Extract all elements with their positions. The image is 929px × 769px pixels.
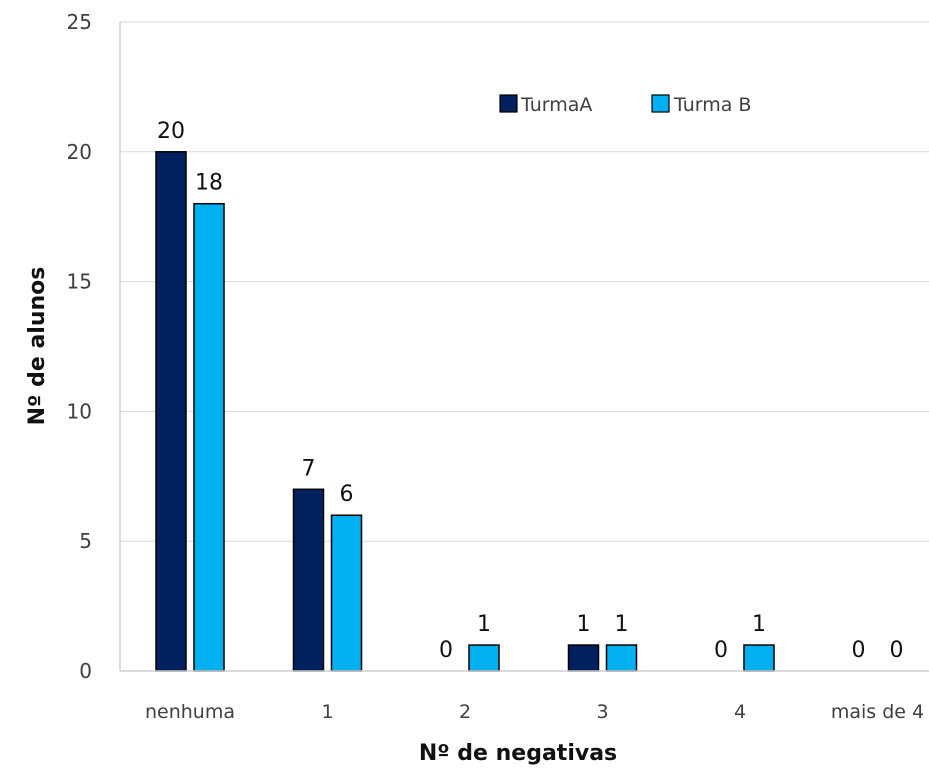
x-tick-label: 1	[321, 701, 333, 723]
legend-swatch-turma-a	[499, 94, 518, 113]
legend-label-turma-a: TurmaA	[520, 94, 592, 116]
data-label-turma-a: 0	[439, 638, 453, 663]
y-tick-label: 10	[67, 399, 92, 423]
bar-turma-a	[567, 644, 600, 672]
legend-swatch-turma-b	[651, 94, 670, 113]
y-tick-labels: 0 5 10 15 20 25	[67, 10, 92, 683]
data-label-turma-b: 0	[890, 638, 904, 663]
y-tick-label: 0	[79, 659, 92, 683]
x-tick-label: 4	[734, 701, 746, 723]
data-label-turma-a: 0	[714, 638, 728, 663]
legend: TurmaA Turma B	[499, 94, 751, 116]
x-tick-label: 2	[459, 701, 471, 723]
bar-turma-b	[468, 644, 500, 672]
y-tick-label: 25	[67, 10, 92, 34]
y-axis-title: Nº de alunos	[25, 267, 50, 426]
bar-turma-b	[743, 644, 775, 672]
data-label-turma-b: 18	[195, 171, 223, 196]
bar-turma-b	[193, 202, 225, 672]
data-label-turma-b: 1	[615, 612, 629, 637]
x-tick-label: nenhuma	[145, 701, 235, 723]
legend-label-turma-b: Turma B	[673, 94, 751, 116]
bar-turma-a	[155, 151, 187, 672]
y-tick-label: 15	[67, 270, 92, 294]
x-tick-label: mais de 4	[831, 701, 924, 723]
x-axis-title: Nº de negativas	[419, 741, 617, 766]
data-label-turma-b: 6	[340, 482, 354, 507]
data-label-turma-a: 0	[852, 638, 866, 663]
bar-turma-b	[330, 514, 363, 672]
data-label-turma-b: 1	[477, 612, 491, 637]
bars	[155, 151, 775, 672]
y-tick-label: 20	[67, 140, 92, 164]
gridlines	[120, 21, 929, 542]
data-label-turma-a: 20	[157, 119, 185, 144]
data-label-turma-b: 1	[752, 612, 766, 637]
bar-turma-b	[605, 644, 638, 672]
data-label-turma-a: 7	[302, 456, 316, 481]
data-label-turma-a: 1	[577, 612, 591, 637]
x-tick-labels: nenhuma 1 2 3 4 mais de 4	[145, 701, 924, 723]
bar-turma-a	[292, 488, 325, 672]
x-tick-label: 3	[596, 701, 608, 723]
y-tick-label: 5	[79, 529, 92, 553]
